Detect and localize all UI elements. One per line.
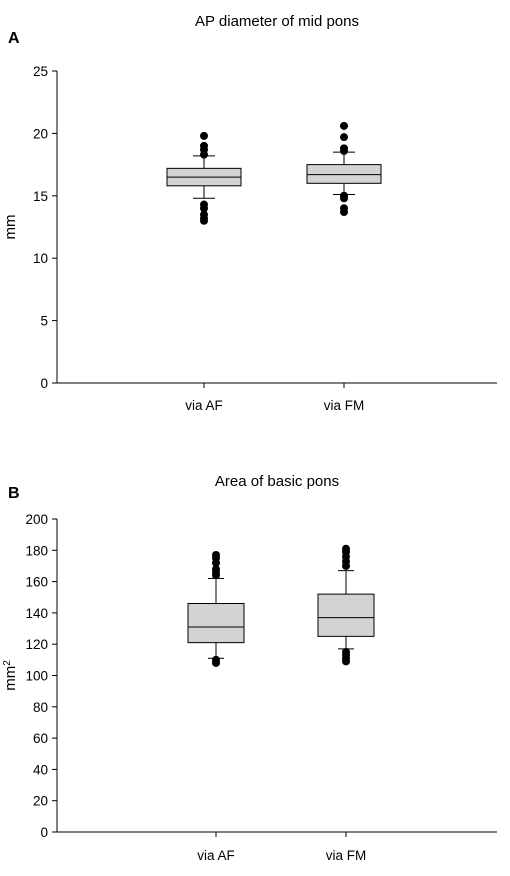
y-tick-label: 140 <box>25 606 48 621</box>
y-axis-label-superscript: 2 <box>2 660 13 666</box>
outlier-point <box>200 141 208 150</box>
y-tick-label: 160 <box>25 575 48 590</box>
box-iqr <box>187 603 245 644</box>
outlier-point <box>340 191 348 200</box>
panel-label: B <box>8 485 20 502</box>
y-tick-label: 100 <box>25 669 48 684</box>
y-axis-label: mm <box>2 215 19 240</box>
outlier-point <box>200 131 208 140</box>
chart-title: AP diameter of mid pons <box>195 13 359 30</box>
outlier-point <box>342 544 350 553</box>
y-tick-label: 15 <box>33 189 48 204</box>
y-tick-label: 180 <box>25 543 48 558</box>
outlier-point <box>212 550 220 559</box>
box-iqr <box>317 593 375 637</box>
y-tick-label: 0 <box>40 825 48 840</box>
box-iqr <box>306 164 382 184</box>
y-tick-label: 10 <box>33 251 48 266</box>
outlier-point <box>340 204 348 213</box>
y-tick-label: 5 <box>40 314 48 329</box>
outlier-point <box>342 648 350 657</box>
box-via-fm <box>317 544 375 666</box>
y-tick-label: 0 <box>40 376 48 391</box>
chart-panel-a: AP diameter of mid pons A 0 5 10 15 20 25 mm via … <box>2 13 497 413</box>
outlier-point <box>340 144 348 153</box>
outlier-point <box>340 121 348 130</box>
y-tick-label: 20 <box>33 126 48 141</box>
y-tick-label: 40 <box>33 762 48 777</box>
box-via-fm <box>306 121 382 217</box>
y-tick-label: 200 <box>25 512 48 527</box>
chart-panel-b: Area of basic pons B 0 20 40 60 80 100 120 140 160… <box>2 473 497 863</box>
x-category-label: via AF <box>197 848 235 863</box>
outlier-point <box>212 655 220 664</box>
outlier-point <box>340 133 348 142</box>
x-category-label: via FM <box>324 398 365 413</box>
outlier-point <box>200 200 208 209</box>
box-via-af <box>187 550 245 667</box>
x-category-label: via AF <box>185 398 223 413</box>
y-tick-label: 20 <box>33 794 48 809</box>
y-tick-label: 25 <box>33 64 48 79</box>
y-tick-label: 60 <box>33 731 48 746</box>
y-tick-label: 120 <box>25 637 48 652</box>
y-tick-label: 80 <box>33 700 48 715</box>
panel-label: A <box>8 30 20 47</box>
box-via-af <box>166 131 242 225</box>
x-category-label: via FM <box>326 848 367 863</box>
outlier-point <box>212 565 220 574</box>
y-axis-label: mm2 <box>2 660 20 691</box>
chart-title: Area of basic pons <box>215 473 339 490</box>
outlier-point <box>200 210 208 219</box>
